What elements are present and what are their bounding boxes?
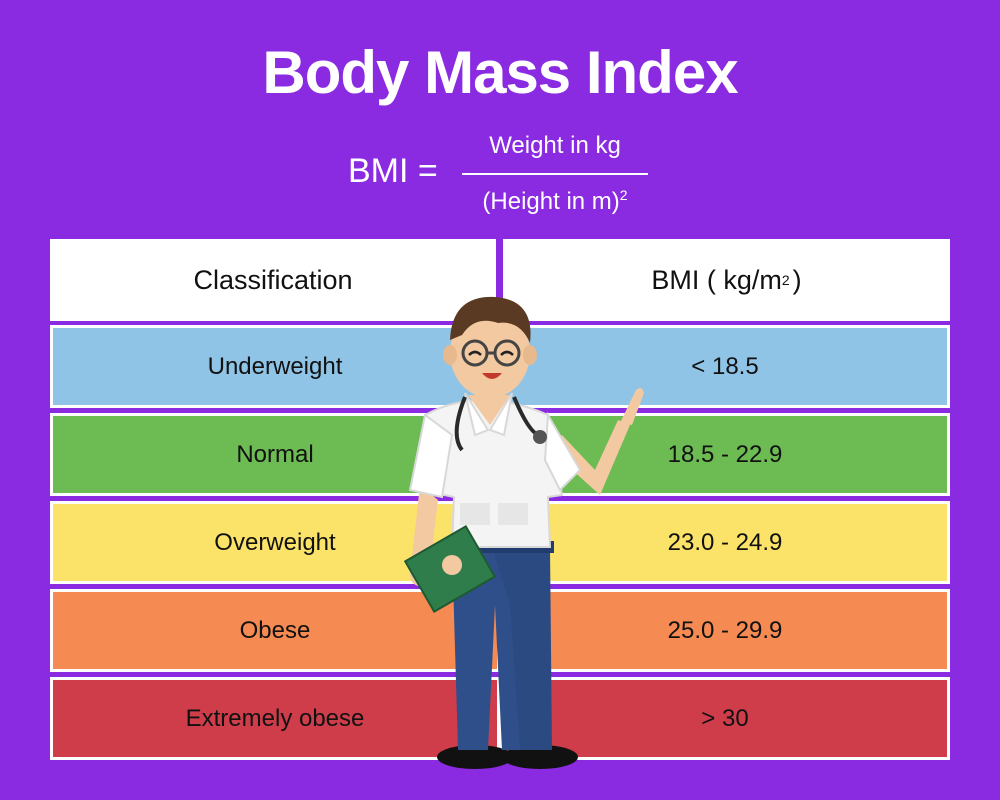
row-classification-label: Normal [236,440,314,468]
row-underweight-classification: Underweight [50,325,500,408]
row-underweight-bmi: < 18.5 [500,325,950,408]
row-classification-label: Underweight [207,352,343,380]
row-bmi-value: 25.0 - 29.9 [667,616,783,644]
row-bmi-value: 23.0 - 24.9 [667,528,783,556]
header-bmi-label: BMI ( kg/m [651,264,782,295]
header-bmi-close: ) [792,264,802,295]
row-bmi-value: < 18.5 [691,352,759,380]
formula-denominator: (Height in m)2 [460,187,650,216]
page-title: Body Mass Index [262,39,738,106]
row-classification-label: Extremely obese [185,704,365,732]
row-classification-label: Obese [239,616,311,644]
formula-exponent: 2 [619,187,628,203]
fraction-line [462,173,648,175]
header-bmi: BMI ( kg/m 2) [503,239,950,321]
formula-lhs: BMI = [348,152,438,190]
header-bmi-exponent: 2 [781,272,790,288]
row-extremely-obese-classification: Extremely obese [50,677,500,760]
row-extremely-obese-bmi: > 30 [500,677,950,760]
formula-denominator-text: (Height in m) [482,188,620,215]
row-obese-bmi: 25.0 - 29.9 [500,589,950,672]
header-classification-label: Classification [193,264,353,295]
formula-numerator: Weight in kg [489,132,621,159]
row-classification-label: Overweight [214,528,336,556]
row-bmi-value: > 30 [701,704,749,732]
doctor-illustration-icon [403,296,644,769]
row-overweight-bmi: 23.0 - 24.9 [500,501,950,584]
header-classification: Classification [50,239,496,321]
row-bmi-value: 18.5 - 22.9 [667,440,783,468]
